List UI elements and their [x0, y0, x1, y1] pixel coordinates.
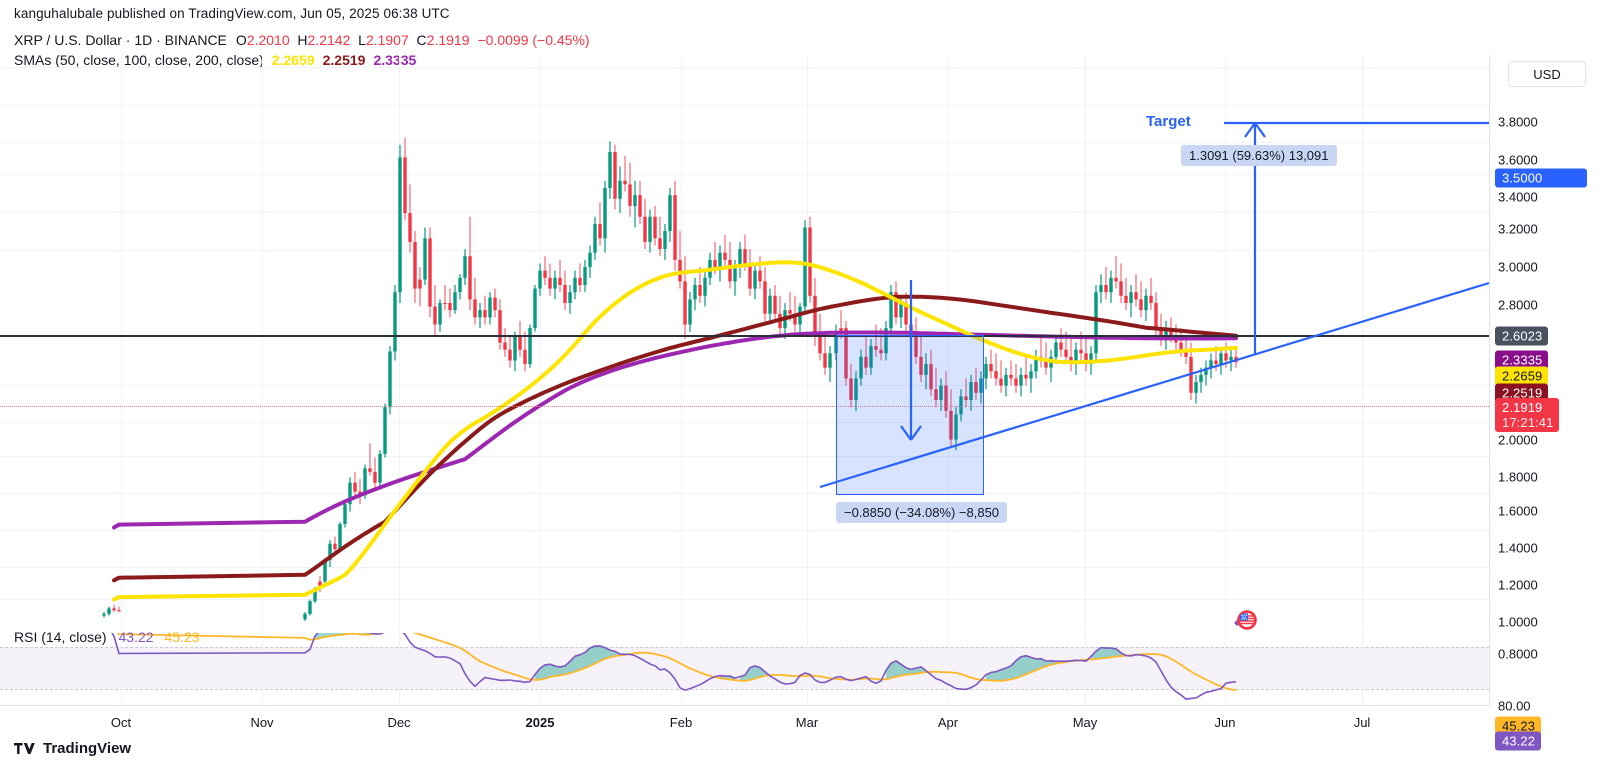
- publication-line: kanguhalubale published on TradingView.c…: [14, 6, 450, 21]
- rsi-title: RSI (14, close): [14, 629, 107, 645]
- price-axis[interactable]: USD 3.8000 3.6000 3.4000 3.2000 3.0000 2.8000…: [1489, 55, 1600, 751]
- price-tick-label: 1.2000: [1498, 577, 1538, 593]
- bar-countdown: 17:21:41: [1502, 415, 1554, 430]
- tradingview-footer: TradingView: [14, 740, 131, 757]
- drawing-tools-layer[interactable]: [0, 55, 1489, 630]
- last-price-line: [0, 406, 1489, 407]
- legend-sma-row[interactable]: SMAs (50, close, 100, close, 200, close)…: [14, 51, 590, 70]
- chart-legend: XRP / U.S. Dollar · 1D · BINANCE O2.2010…: [14, 31, 590, 70]
- rsi-value: 43.22: [118, 629, 154, 645]
- high-label: H: [297, 32, 308, 48]
- time-tick-label: Jun: [1214, 715, 1236, 730]
- legend-symbol-row[interactable]: XRP / U.S. Dollar · 1D · BINANCE O2.2010…: [14, 31, 590, 50]
- long-measure-tooltip: 1.3091 (59.63%) 13,091: [1181, 145, 1337, 166]
- price-tick-label: 2.8000: [1498, 297, 1538, 313]
- sma50-price-tag[interactable]: 2.2659: [1495, 366, 1549, 386]
- sma50-value: 2.2659: [271, 52, 315, 68]
- price-chart-pane[interactable]: −0.8850 (−34.08%) −8,850 1.3091 (59.63%)…: [0, 55, 1489, 630]
- symbol-title: XRP / U.S. Dollar · 1D · BINANCE: [14, 32, 227, 48]
- time-tick-label: 2025: [525, 715, 555, 730]
- sma100-price-tag[interactable]: 2.2519: [1495, 383, 1549, 403]
- time-tick-label: Feb: [669, 715, 693, 730]
- time-tick-label: Dec: [387, 715, 411, 730]
- time-axis[interactable]: Oct Nov Dec 2025 Feb Mar Apr May Jun Jul: [0, 705, 1489, 738]
- resistance-line[interactable]: [0, 335, 1489, 337]
- price-tick-label: 1.8000: [1498, 469, 1538, 485]
- low-label: L: [358, 32, 366, 48]
- moving-average-lines: [112, 260, 1238, 602]
- close-value: 2.1919: [426, 32, 470, 48]
- resistance-price-tag[interactable]: 2.6023: [1495, 326, 1549, 346]
- time-tick-label: Nov: [250, 715, 274, 730]
- rsi-pane[interactable]: RSI (14, close) 43.22 45.23: [0, 629, 1489, 705]
- price-tick-label: 3.2000: [1498, 221, 1538, 237]
- time-tick-label: Apr: [937, 715, 959, 730]
- open-label: O: [235, 32, 247, 48]
- currency-chip[interactable]: USD: [1508, 61, 1586, 87]
- sma200-price-tag[interactable]: 2.3335: [1495, 350, 1549, 370]
- chart-gridlines: [0, 55, 1489, 630]
- high-value: 2.2142: [307, 32, 351, 48]
- short-measure-tooltip: −0.8850 (−34.08%) −8,850: [836, 502, 1008, 523]
- rsi-tick-label: 80.00: [1498, 698, 1531, 714]
- sma-title: SMAs (50, close, 100, close, 200, close): [14, 52, 264, 68]
- time-tick-label: May: [1072, 715, 1098, 730]
- short-position-measure-box[interactable]: [836, 335, 984, 495]
- price-tick-label: 3.8000: [1498, 114, 1538, 130]
- low-value: 2.1907: [365, 32, 409, 48]
- price-tick-label: 3.0000: [1498, 259, 1538, 275]
- price-tick-label: 3.4000: [1498, 189, 1538, 205]
- price-tick-label: 2.0000: [1498, 432, 1538, 448]
- price-tick-label: 0.8000: [1498, 646, 1538, 662]
- rsi-upper-band-line: [0, 647, 1489, 648]
- price-tick-label: 3.6000: [1498, 152, 1538, 168]
- tradingview-logo-icon: [14, 743, 35, 754]
- last-price-value: 2.1919: [1502, 400, 1543, 415]
- last-price-tag[interactable]: 2.1919 17:21:41: [1495, 398, 1560, 432]
- price-tick-label: 1.6000: [1498, 503, 1538, 519]
- rsi-band-30-70: [0, 647, 1489, 689]
- sma200-value: 2.3335: [373, 52, 417, 68]
- rsi-ma-value: 45.23: [164, 629, 200, 645]
- tradingview-brand: TradingView: [43, 740, 132, 757]
- change-value: −0.0099 (−0.45%): [477, 32, 590, 48]
- time-tick-label: Oct: [110, 715, 132, 730]
- time-tick-label: Jul: [1353, 715, 1371, 730]
- price-tick-label: 1.4000: [1498, 540, 1538, 556]
- sma100-value: 2.2519: [322, 52, 366, 68]
- price-tick-label: 1.0000: [1498, 614, 1538, 630]
- us-economic-event-icon[interactable]: [1232, 606, 1258, 632]
- open-value: 2.2010: [246, 32, 290, 48]
- ohlc-values: O2.2010 H2.2142 L2.1907 C2.1919: [236, 31, 470, 50]
- target-label: Target: [1146, 113, 1191, 130]
- rsi-legend[interactable]: RSI (14, close) 43.22 45.23: [14, 629, 199, 645]
- rsi-series: [111, 633, 1363, 705]
- rsi-value-tag[interactable]: 43.22: [1495, 731, 1542, 751]
- close-label: C: [416, 32, 427, 48]
- target-price-tag[interactable]: 3.5000: [1495, 168, 1587, 188]
- rsi-ma-value-tag[interactable]: 45.23: [1495, 716, 1542, 736]
- time-tick-label: Mar: [795, 715, 819, 730]
- rsi-lower-band-line: [0, 689, 1489, 690]
